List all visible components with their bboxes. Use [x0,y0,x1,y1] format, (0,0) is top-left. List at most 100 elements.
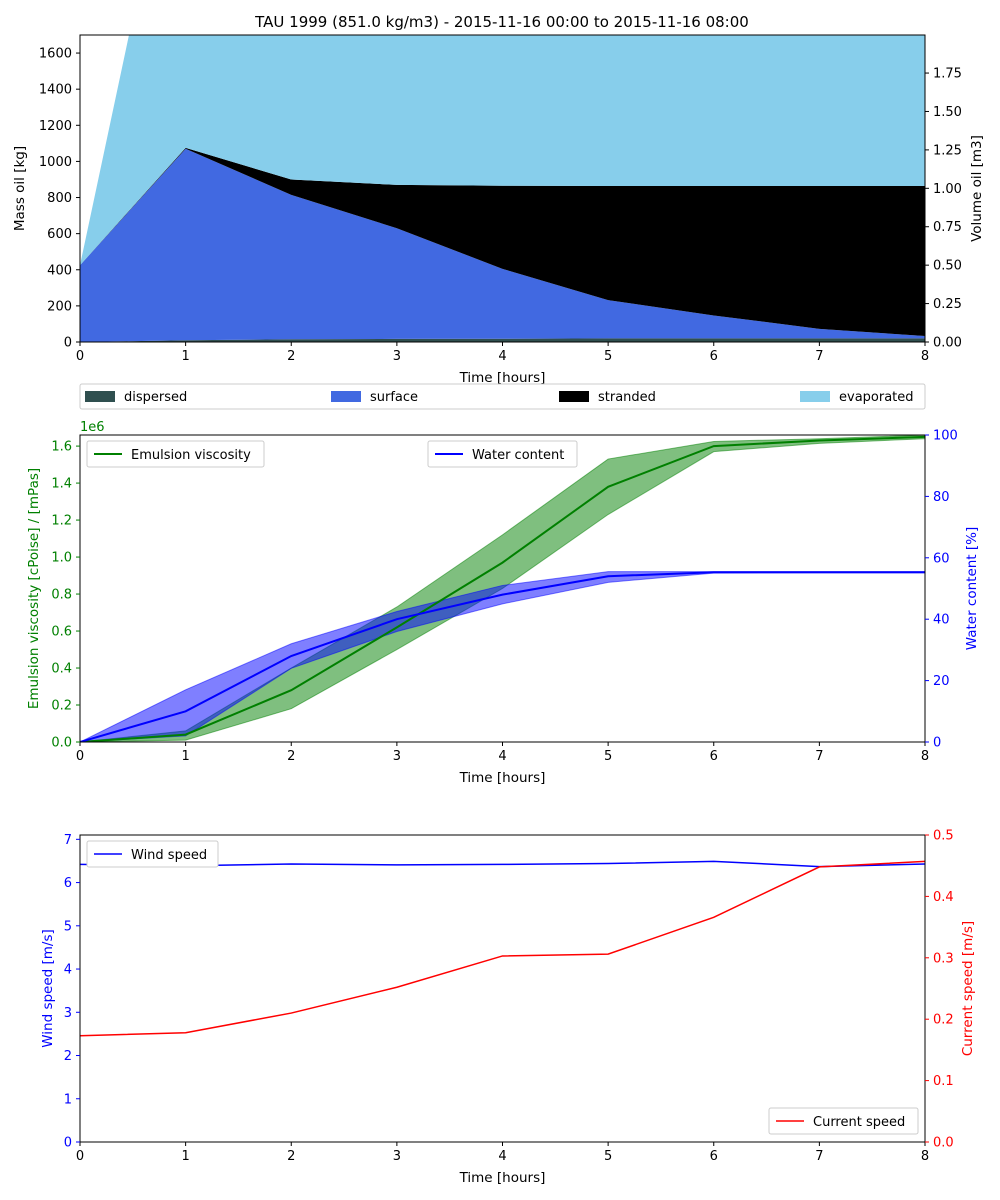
y-right-tick-label: 0.50 [933,259,962,274]
x-tick-label: 7 [815,749,823,764]
y-axis-label: Wind speed [m/s] [40,929,56,1048]
y-right-tick-label: 0.25 [933,297,962,312]
x-tick-label: 3 [393,749,401,764]
x-tick-label: 7 [815,1149,823,1164]
y-tick-label: 0.8 [51,588,72,603]
emulsion-chart: 0 1 2 3 4 5 6 7 8 0.0 0.2 0.4 0.6 0.8 1.0 1.2 1.4 1.6 0 20 4… [26,420,980,786]
legend-label: Water content [472,448,564,463]
x-tick-label: 5 [604,749,612,764]
x-tick-label: 1 [181,1149,189,1164]
y-right-tick-label: 1.50 [933,105,962,120]
area-surface [80,148,925,342]
x-tick-label: 0 [76,349,84,364]
area-dispersed [80,338,925,342]
x-axis-label: Time [hours] [459,770,546,786]
y-right-tick-label: 0.75 [933,220,962,235]
y-tick-label: 0.4 [51,662,72,677]
area-evaporated [80,35,925,266]
offset-label: 1e6 [80,420,105,435]
y-right-tick-label: 0.1 [933,1074,954,1089]
x-tick-label: 0 [76,1149,84,1164]
y-tick-label: 0.0 [51,736,72,751]
legend-box [427,440,578,468]
y-right-tick-label: 1.00 [933,182,962,197]
y-tick-label: 600 [47,227,72,242]
y-right-tick-label: 0.5 [933,829,954,844]
mass-oil-chart: 0 1 2 3 4 5 6 7 8 0 200 400 600 800 1000 1200 1400 1600 0.… [12,34,985,410]
x-tick-label: 2 [287,749,295,764]
y-tick-label: 1200 [39,119,72,134]
legend-swatch-surface [331,391,361,402]
y-tick-label: 1600 [39,47,72,62]
y-tick-label: 400 [47,263,72,278]
y-right-axis-label: Volume oil [m3] [969,135,985,242]
x-tick-label: 6 [710,349,718,364]
y-tick-label: 800 [47,191,72,206]
legend-label-evaporated: evaporated [839,390,914,405]
plot-area [80,35,925,342]
y-right-tick-label: 1.25 [933,143,962,158]
x-tick-label: 0 [76,749,84,764]
plot-area [80,860,925,1037]
x-tick-label: 2 [287,1149,295,1164]
y-tick-label: 5 [64,919,72,934]
legend-wind: Wind speed [86,840,219,868]
legend-box [86,440,265,468]
x-tick-label: 4 [498,749,506,764]
y-tick-label: 0.6 [51,625,72,640]
y-tick-label: 1.2 [51,514,72,529]
x-tick-label: 2 [287,349,295,364]
y-right-tick-label: 1.75 [933,67,962,82]
y-tick-label: 1.4 [51,477,72,492]
legend-current: Current speed [768,1107,919,1135]
y-right-tick-label: 0.3 [933,951,954,966]
y-right-tick-label: 0.00 [933,336,962,351]
x-tick-label: 5 [604,1149,612,1164]
legend-emulsion: Emulsion viscosity [86,440,265,468]
y-right-tick-label: 60 [933,551,950,566]
y-tick-label: 0.2 [51,699,72,714]
y-tick-label: 3 [64,1006,72,1021]
x-tick-label: 4 [498,349,506,364]
x-tick-label: 3 [393,1149,401,1164]
x-tick-label: 5 [604,349,612,364]
legend-label-surface: surface [370,390,418,405]
y-axis-label: Mass oil [kg] [12,146,28,231]
plot-area [80,435,925,742]
y-right-axis-label: Current speed [m/s] [960,921,976,1056]
x-tick-label: 8 [921,349,929,364]
y-tick-label: 2 [64,1049,72,1064]
y-right-tick-label: 0 [933,736,941,751]
line-wind-speed [80,860,925,868]
legend-water: Water content [427,440,578,468]
y-tick-label: 200 [47,299,72,314]
wind-current-chart: 0 1 2 3 4 5 6 7 8 0 1 2 3 4 5 6 7 0.0 0.1 0.2 0.3 0.4 0.5 Time … [40,829,976,1187]
x-tick-label: 7 [815,349,823,364]
y-right-tick-label: 40 [933,613,950,628]
legend-label: Wind speed [131,848,207,863]
y-right-tick-label: 100 [933,429,958,444]
y-tick-label: 1 [64,1092,72,1107]
legend-box [79,383,926,410]
x-tick-label: 1 [181,349,189,364]
x-tick-label: 3 [393,349,401,364]
area-stranded [80,147,925,337]
legend-box [86,840,219,868]
y-tick-label: 0 [64,1136,72,1151]
y-tick-label: 1400 [39,83,72,98]
line-water-content [80,571,925,742]
y-tick-label: 1.0 [51,551,72,566]
figure-title: TAU 1999 (851.0 kg/m3) - 2015-11-16 00:0… [254,13,749,31]
x-tick-label: 8 [921,749,929,764]
x-tick-label: 1 [181,749,189,764]
band-water-content [80,571,925,742]
x-tick-label: 6 [710,749,718,764]
legend-label: Emulsion viscosity [131,448,251,463]
y-right-tick-label: 20 [933,674,950,689]
y-tick-label: 4 [64,963,72,978]
legend-label-stranded: stranded [598,390,656,405]
legend: dispersed surface stranded evaporated [79,383,926,410]
y-tick-label: 0 [64,336,72,351]
y-right-tick-label: 80 [933,490,950,505]
